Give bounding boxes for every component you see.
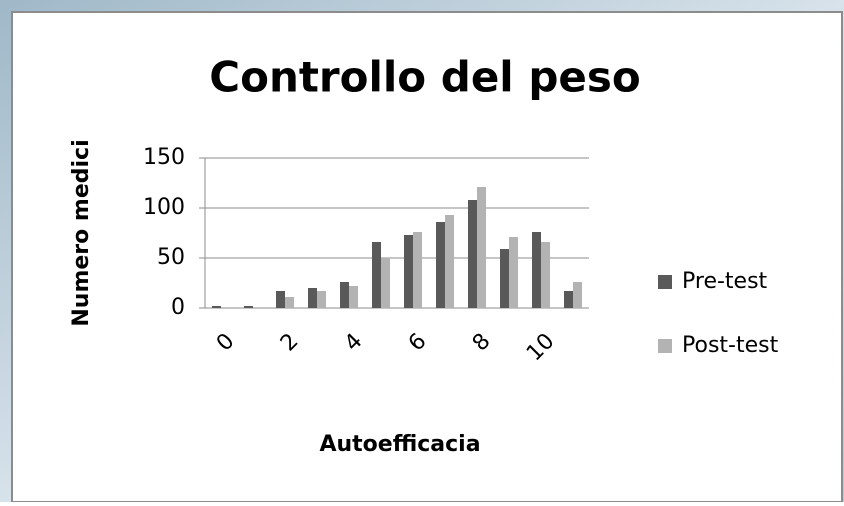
bar: [445, 215, 454, 308]
bar: [500, 249, 509, 308]
bar: [404, 235, 413, 308]
bar: [244, 306, 253, 308]
bar: [541, 242, 550, 308]
bar: [509, 237, 518, 308]
chart-area: [11, 11, 843, 503]
bar: [477, 187, 486, 308]
legend-swatch: [658, 339, 672, 353]
bar: [436, 222, 445, 308]
y-axis-label: Numero medici: [69, 139, 94, 326]
bar: [308, 288, 317, 308]
bar: [349, 286, 358, 308]
bar: [413, 232, 422, 308]
bar: [285, 297, 294, 308]
y-tick-label: 100: [143, 195, 185, 220]
y-tick-label: 150: [143, 145, 185, 170]
y-tick-label: 0: [171, 295, 185, 320]
chart-title: Controllo del peso: [209, 53, 640, 102]
x-axis-label: Autoefficacia: [319, 432, 480, 457]
bar: [340, 282, 349, 308]
bar: [317, 291, 326, 308]
bar: [381, 258, 390, 308]
legend-label: Pre-test: [682, 269, 768, 294]
bar: [532, 232, 541, 308]
bar: [276, 291, 285, 308]
bar: [573, 282, 582, 308]
legend-swatch: [658, 275, 672, 289]
bar: [564, 291, 573, 308]
legend-label: Post-test: [682, 333, 779, 358]
bar: [212, 306, 221, 308]
y-tick-label: 50: [157, 245, 185, 270]
bar: [372, 242, 381, 308]
bar: [468, 200, 477, 308]
